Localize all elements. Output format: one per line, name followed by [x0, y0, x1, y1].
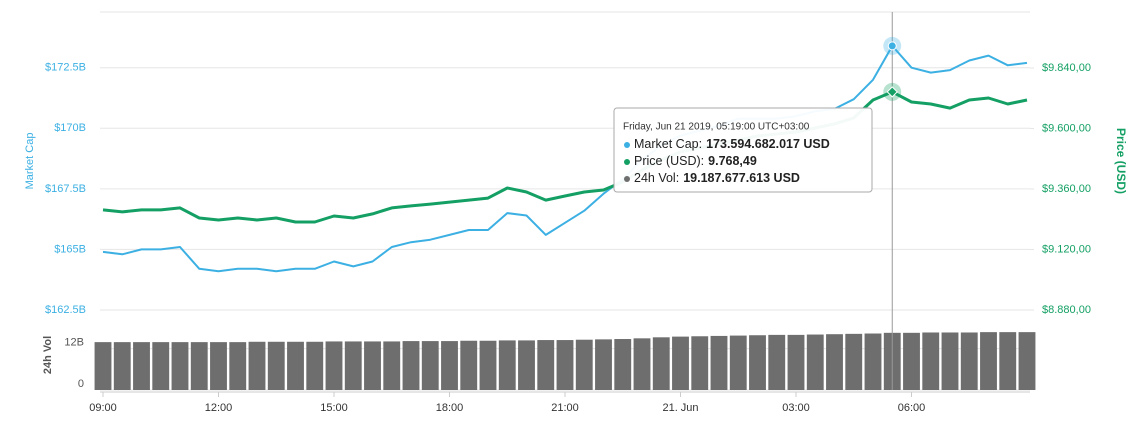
x-tick-label: 12:00 — [205, 402, 233, 414]
tooltip-label: Price (USD): — [634, 154, 704, 168]
x-tick-label: 15:00 — [320, 402, 348, 414]
volume-bar — [595, 339, 612, 390]
volume-bar — [845, 333, 863, 390]
volume-bar — [210, 342, 227, 390]
x-tick-label: 06:00 — [898, 402, 926, 414]
volume-bar — [364, 341, 381, 390]
tooltip-label: 24h Vol: — [634, 171, 679, 185]
volume-bar — [402, 341, 420, 390]
volume-bar — [460, 340, 478, 390]
hover-point — [886, 86, 898, 98]
tooltip-value: 19.187.677.613 USD — [683, 171, 800, 185]
y2-tick-label: $8.880,00 — [1042, 304, 1091, 316]
volume-bar — [787, 334, 805, 390]
y-tick-label: $165B — [54, 243, 86, 255]
volume-bar — [113, 342, 131, 390]
volume-bar — [267, 341, 285, 390]
tooltip-box — [613, 107, 873, 193]
volume-bar — [826, 334, 843, 390]
volume-bar — [768, 334, 786, 390]
volume-bar — [556, 340, 574, 390]
volume-bar — [652, 337, 670, 390]
volume-bar — [383, 341, 401, 390]
volume-bar — [749, 335, 766, 390]
y-tick-label: $167.5B — [45, 183, 86, 195]
volume-bar — [614, 339, 632, 390]
volume-bar — [248, 341, 266, 390]
volume-bar — [710, 335, 728, 390]
y2-tick-label: $9.600,00 — [1042, 122, 1091, 134]
volume-bar — [903, 332, 920, 390]
tooltip-dot — [624, 159, 630, 165]
tooltip-line: Market Cap: 173.594.682.017 USD — [634, 137, 830, 151]
volume-bar — [344, 341, 362, 390]
y2-tick-label: $9.120,00 — [1042, 243, 1091, 255]
volume-bar — [672, 336, 689, 390]
x-tick-label: 03:00 — [782, 402, 810, 414]
tooltip: Friday, Jun 21 2019, 05:19:00 UTC+03:00 M… — [613, 107, 873, 193]
tooltip-date: Friday, Jun 21 2019, 05:19:00 UTC+03:00 — [623, 122, 810, 133]
volume-bar — [325, 341, 343, 390]
volume-bar — [441, 341, 458, 390]
y-tick-label: $170B — [54, 122, 86, 134]
price-line — [102, 44, 1028, 273]
tooltip-line: Price (USD): 9.768,49 — [634, 154, 757, 168]
volume-bar — [421, 341, 439, 390]
volume-bar — [229, 342, 247, 390]
volume-bar — [133, 342, 150, 390]
price-line — [102, 90, 1028, 224]
vol-axis-title: 24h Vol — [42, 336, 54, 374]
volume-bar — [980, 332, 997, 390]
volume-bar — [94, 342, 112, 390]
y2-tick-label: $9.840,00 — [1042, 62, 1091, 74]
volume-bar — [537, 340, 555, 390]
tooltip-line: 24h Vol: 19.187.677.613 USD — [634, 171, 800, 185]
tooltip-value: 9.768,49 — [708, 154, 757, 168]
y-tick-label: $162.5B — [45, 304, 86, 316]
volume-bar — [479, 340, 497, 390]
volume-bar — [171, 342, 189, 390]
volume-bar — [999, 332, 1017, 390]
volume-bar — [729, 335, 747, 390]
volume-bar — [960, 332, 978, 390]
volume-bar — [1018, 332, 1036, 390]
tooltip-dot — [624, 142, 630, 148]
volume-bar — [633, 338, 651, 390]
volume-bar — [152, 342, 170, 390]
x-tick-label: 18:00 — [436, 402, 464, 414]
x-tick-label: 09:00 — [89, 402, 117, 414]
vol-tick-label: 0 — [78, 378, 84, 390]
volume-bar — [575, 339, 593, 390]
volume-bar — [518, 340, 535, 390]
volume-bar — [498, 340, 516, 390]
tooltip-label: Market Cap: — [634, 137, 702, 151]
volume-bar — [922, 332, 940, 390]
y2-axis-title: Price (USD) — [1114, 128, 1128, 194]
volume-bar — [691, 336, 709, 390]
volume-bar — [306, 341, 324, 390]
volume-bar — [806, 334, 824, 390]
volume-bar — [287, 341, 304, 390]
hover-point — [887, 41, 897, 51]
x-tick-label: 21. Jun — [662, 402, 698, 414]
volume-bar — [941, 332, 959, 390]
x-tick-label: 21:00 — [551, 402, 579, 414]
tooltip-value: 173.594.682.017 USD — [706, 137, 830, 151]
tooltip-dot — [624, 176, 630, 182]
y-axis-title: Market Cap — [24, 133, 36, 190]
y2-tick-label: $9.360,00 — [1042, 183, 1091, 195]
volume-bar — [190, 342, 208, 390]
y-tick-label: $172.5B — [45, 62, 86, 74]
vol-tick-label: 12B — [64, 337, 84, 349]
volume-bar — [864, 333, 882, 390]
